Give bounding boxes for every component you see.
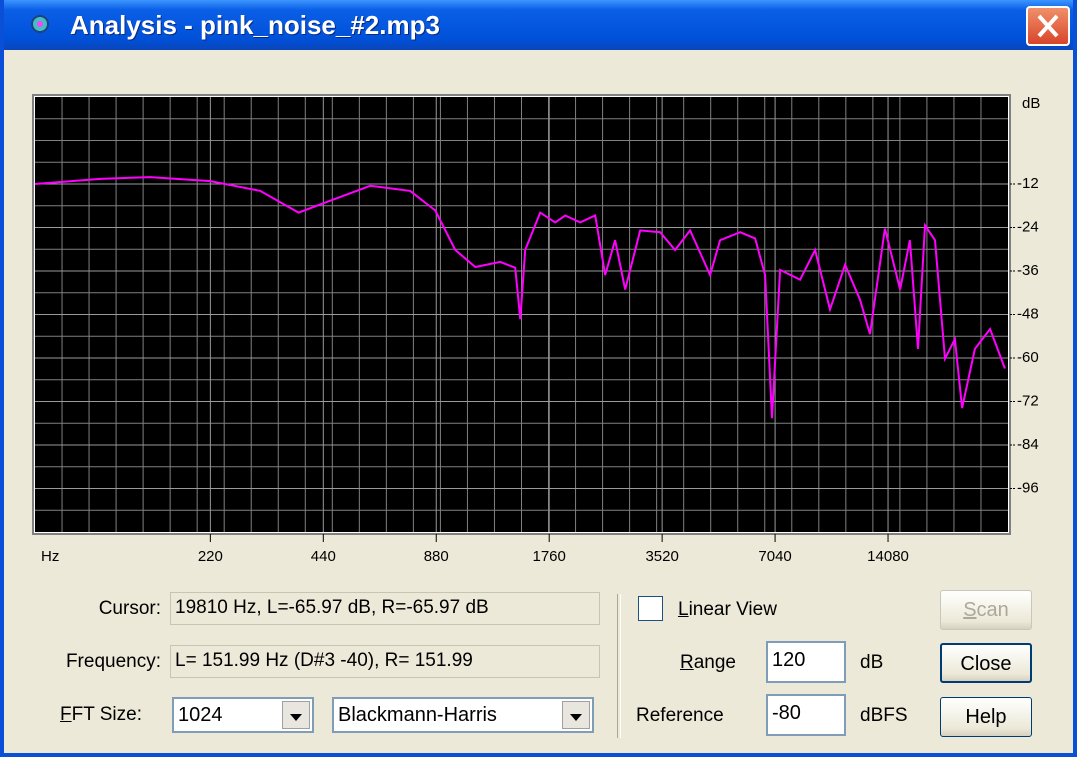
range-input[interactable]: 120 (766, 641, 846, 683)
frequency-label: Frequency: (65, 651, 161, 672)
help-button[interactable]: Help (940, 697, 1032, 737)
combo-arrow[interactable] (282, 701, 310, 729)
range-unit: dB (860, 652, 884, 673)
linear-view-checkbox[interactable] (638, 596, 663, 621)
x-tick-label: 14080 (867, 548, 909, 565)
app-icon (31, 15, 49, 33)
x-tick-label: 880 (424, 548, 449, 565)
y-tick-label: -60 (1017, 349, 1039, 366)
close-window-button[interactable] (1026, 6, 1070, 46)
y-tick-label: -48 (1017, 305, 1039, 322)
range-label: Range (680, 652, 737, 673)
cursor-label: Cursor: (98, 598, 161, 619)
spectrum-plot: -12 -24 -36 -48 -60 -72 -84 -96 dB Hz 220 440 880 176… (32, 94, 1040, 565)
frequency-field: L= 151.99 Hz (D#3 -40), R= 151.99 (170, 645, 600, 678)
cursor-field: 19810 Hz, L=-65.97 dB, R=-65.97 dB (170, 592, 600, 625)
combo-arrow[interactable] (562, 701, 590, 729)
window-combo[interactable]: Blackmann-Harris (332, 697, 594, 733)
x-tick-label: 220 (198, 548, 223, 565)
window-value: Blackmann-Harris (338, 704, 497, 726)
y-tick-label: -84 (1017, 436, 1039, 453)
window-title: Analysis - pink_noise_#2.mp3 (70, 10, 440, 40)
y-tick-label: -36 (1017, 262, 1039, 279)
title-bar: Analysis - pink_noise_#2.mp3 (4, 0, 1073, 50)
linear-view-label[interactable]: Linear View (678, 599, 777, 620)
y-tick-label: -12 (1017, 175, 1039, 192)
fft-size-label: FFT Size: (60, 704, 142, 725)
reference-unit: dBFS (860, 705, 908, 726)
reference-input[interactable]: -80 (766, 694, 846, 736)
fft-size-combo[interactable]: 1024 (172, 697, 314, 733)
y-tick-label: -72 (1017, 392, 1039, 409)
y-unit: dB (1022, 95, 1040, 112)
separator (617, 594, 621, 738)
spectrum-line (34, 176, 1006, 419)
reference-label: Reference (636, 705, 724, 726)
scan-button[interactable]: Scan (940, 590, 1032, 630)
x-tick-label: 440 (311, 548, 336, 565)
y-tick-label: -96 (1017, 479, 1039, 496)
x-unit: Hz (41, 548, 59, 565)
y-tick-label: -24 (1017, 218, 1039, 235)
close-button[interactable]: Close (940, 643, 1032, 683)
x-tick-label: 7040 (758, 548, 791, 565)
x-tick-label: 3520 (645, 548, 678, 565)
x-tick-label: 1760 (533, 548, 566, 565)
fft-size-value: 1024 (178, 704, 223, 726)
